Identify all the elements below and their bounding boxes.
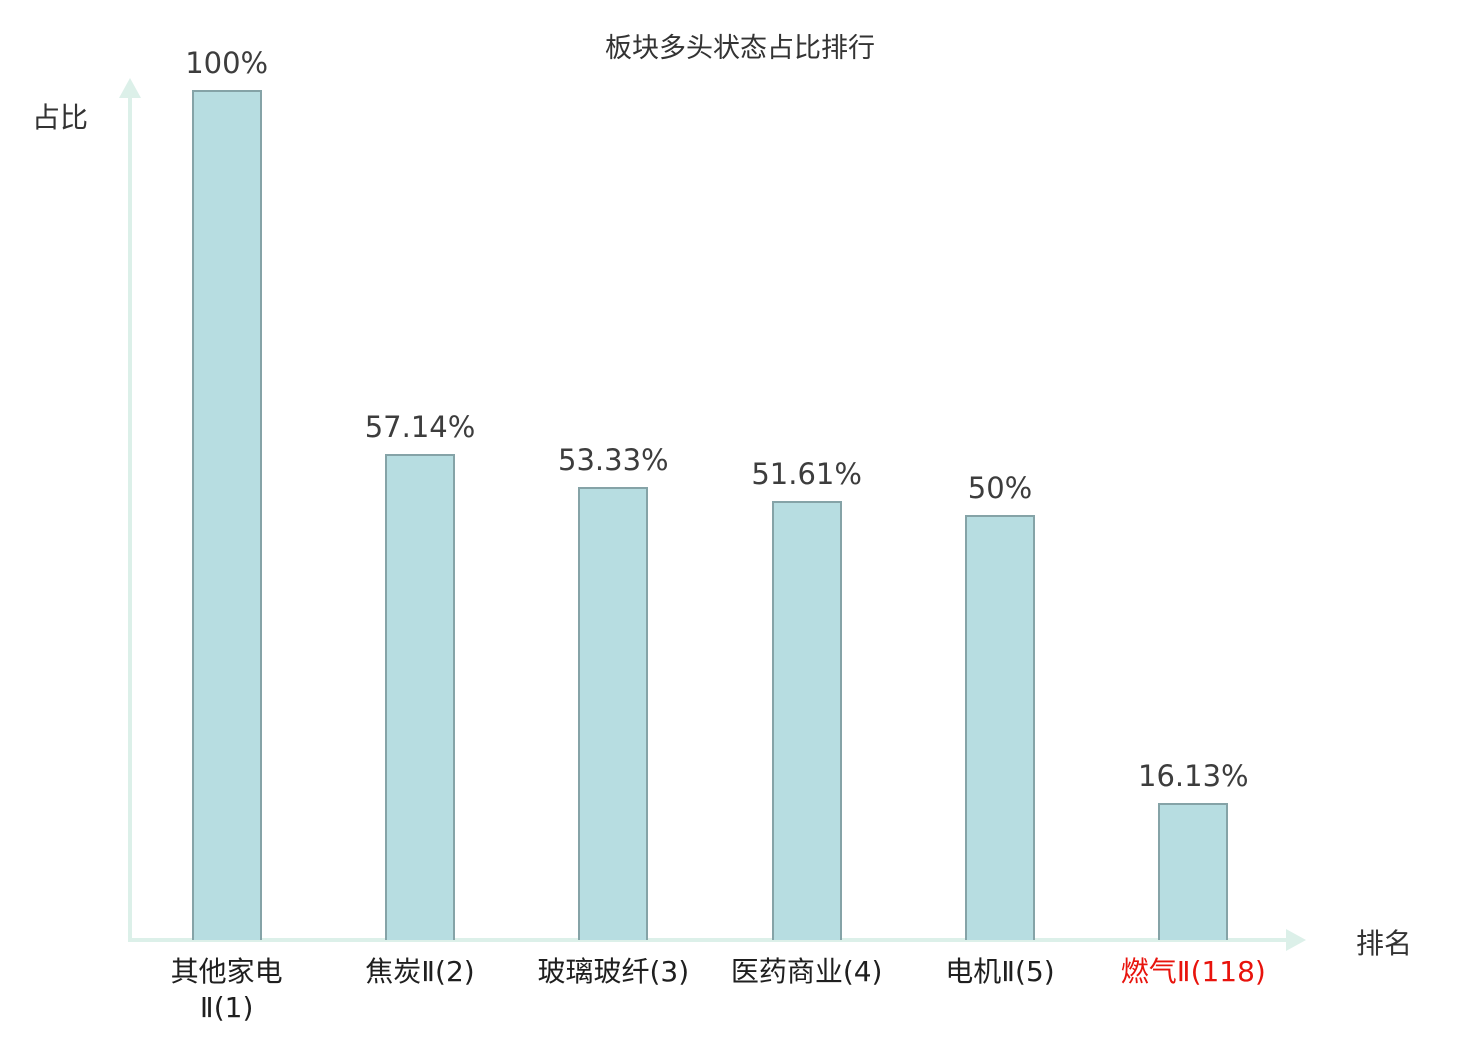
category-label-1: 其他家电 Ⅱ(1) [170, 955, 283, 1025]
category-label-4: 医药商业(4) [730, 955, 883, 988]
bar-2 [385, 454, 455, 940]
value-label-3: 53.33% [558, 442, 669, 477]
bar-4 [771, 501, 842, 940]
category-label-3: 玻璃玻纤(3) [537, 955, 690, 988]
bar-6 [1158, 802, 1229, 940]
category-label-6: 燃气Ⅱ(118) [1120, 955, 1266, 988]
value-label-1: 100% [185, 46, 269, 80]
x-axis-arrow-icon [1286, 929, 1306, 951]
bar-3 [578, 486, 649, 940]
value-label-2: 57.14% [364, 410, 476, 445]
y-axis-label: 占比 [32, 101, 89, 134]
value-label-5: 50% [967, 471, 1033, 505]
category-label-5: 电机Ⅱ(5) [945, 955, 1055, 988]
chart-title: 板块多头状态占比排行 [605, 33, 875, 64]
y-axis-line [128, 96, 132, 940]
x-axis-label: 排名 [1356, 927, 1413, 960]
category-label-2: 焦炭Ⅱ(2) [365, 955, 475, 988]
bar-5 [965, 515, 1035, 940]
y-axis-arrow-icon [119, 78, 141, 98]
x-axis-line [128, 938, 1290, 942]
bar-1 [191, 90, 262, 940]
value-label-6: 16.13% [1138, 758, 1249, 793]
value-label-4: 51.61% [751, 457, 862, 492]
